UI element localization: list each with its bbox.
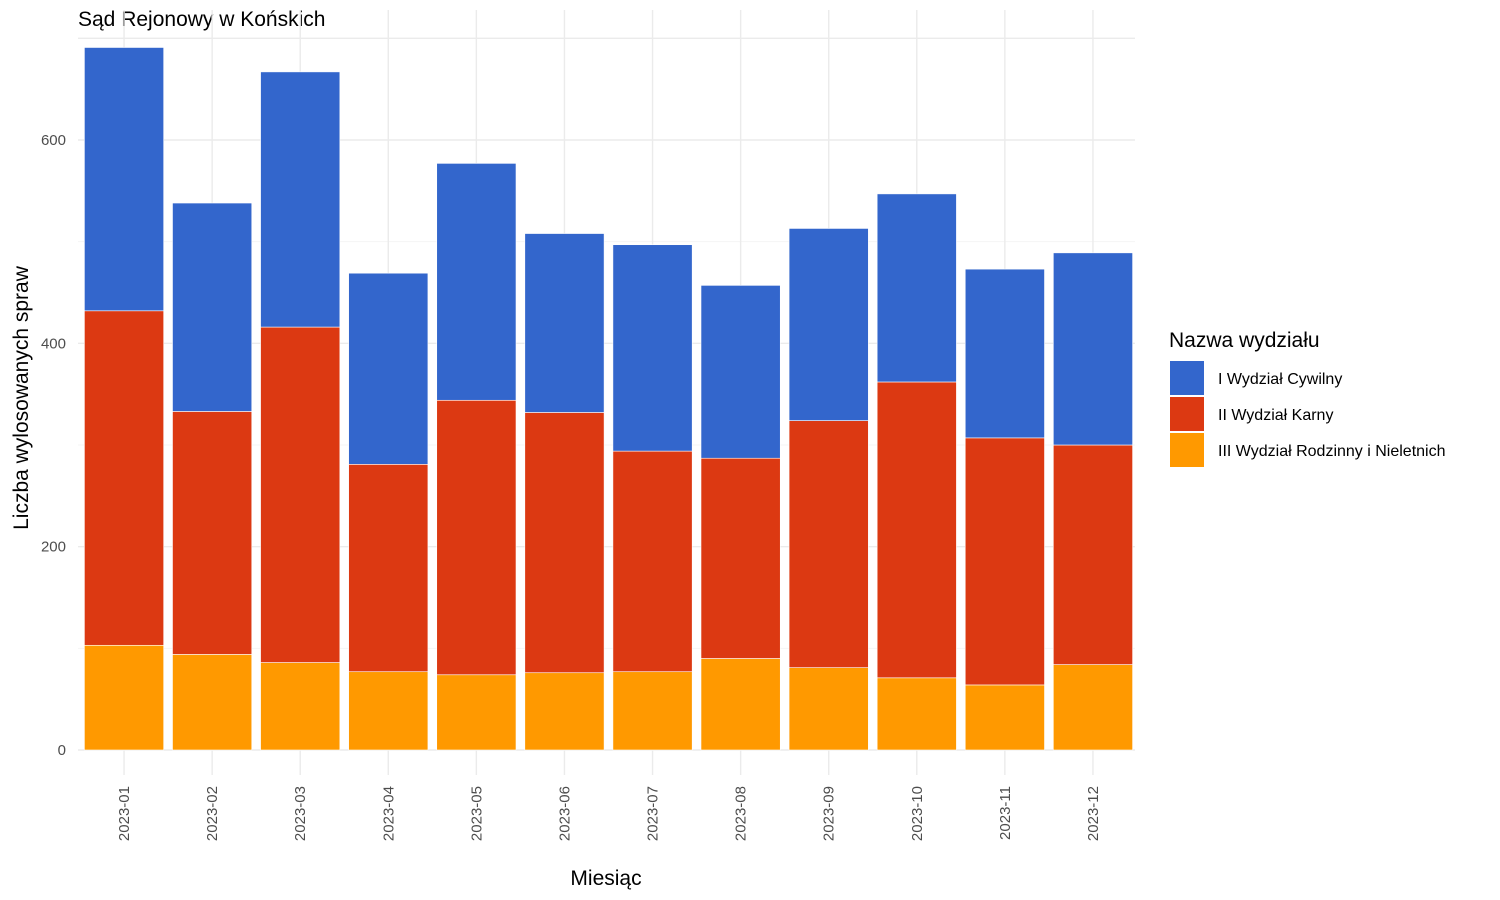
bar-segment (612, 244, 693, 452)
x-tick-label: 2023-07 (645, 786, 662, 841)
bar-segment (524, 412, 605, 674)
x-tick-label: 2023-05 (468, 786, 485, 841)
x-tick-label: 2023-08 (733, 786, 750, 841)
y-tick-label: 600 (41, 132, 66, 149)
bar-segment (84, 47, 164, 312)
legend-swatch (1170, 361, 1204, 395)
bar-segment (1053, 252, 1133, 446)
x-tick-label: 2023-03 (292, 786, 309, 841)
legend-label: III Wydział Rodzinny i Nieletnich (1218, 443, 1446, 460)
bar-segment (612, 671, 693, 751)
legend: Nazwa wydziału I Wydział Cywilny II Wydzi… (1169, 329, 1446, 467)
legend-label: I Wydział Cywilny (1218, 371, 1342, 388)
bar-segment (788, 667, 869, 751)
bar-segment (1053, 664, 1133, 751)
bar-segment (876, 677, 957, 751)
legend-swatch (1170, 397, 1204, 431)
bar-segment (436, 163, 517, 401)
x-tick-label: 2023-04 (380, 786, 397, 841)
y-tick-label: 200 (41, 539, 66, 556)
bar-segment (84, 644, 164, 751)
bar-segment (700, 658, 781, 751)
bar-segment (348, 671, 429, 751)
bar-segment (788, 420, 869, 668)
bar-segment (876, 381, 957, 679)
bar-segment (260, 71, 341, 328)
x-tick-label: 2023-10 (909, 786, 926, 841)
bar-segment (436, 399, 517, 676)
bar-segment (260, 326, 341, 663)
bar-segment (348, 464, 429, 673)
x-tick-label: 2023-11 (997, 786, 1014, 840)
x-tick-label: 2023-01 (116, 786, 133, 841)
bar-segment (1053, 444, 1133, 665)
x-tick-label: 2023-12 (1085, 786, 1102, 841)
x-tick-label: 2023-06 (556, 786, 573, 841)
bar-segment (84, 310, 164, 646)
y-axis-title: Liczba wylosowanych spraw (10, 265, 33, 530)
bar-segment (524, 672, 605, 751)
bar-segment (436, 674, 517, 751)
legend-label: II Wydział Karny (1218, 407, 1333, 424)
bar-segment (876, 193, 957, 383)
bar-segment (964, 684, 1045, 751)
x-tick-label: 2023-09 (821, 786, 838, 841)
bar-segment (700, 285, 781, 459)
bar-segment (524, 233, 605, 413)
y-tick-label: 0 (58, 742, 66, 759)
y-tick-label: 400 (41, 335, 66, 352)
bar-segment (172, 411, 253, 655)
bar-segment (348, 272, 429, 465)
bar-segment (964, 268, 1045, 439)
legend-swatch (1170, 433, 1204, 467)
x-axis-ticks: 2023-01 2023-02 2023-03 2023-04 2023-05 2023-… (116, 786, 1102, 841)
x-axis-title: Miesiąc (570, 867, 641, 890)
bar-segment (172, 202, 253, 412)
chart-title: Sąd Rejonowy w Końskich (78, 8, 325, 31)
legend-title: Nazwa wydziału (1169, 329, 1320, 352)
bar-segment (964, 437, 1045, 686)
y-axis-ticks: 0 200 400 600 (41, 132, 66, 759)
bar-segment (700, 457, 781, 659)
bar-segment (172, 654, 253, 751)
bar-segment (260, 662, 341, 751)
bars (84, 47, 1133, 751)
bar-segment (612, 450, 693, 673)
bar-segment (788, 228, 869, 421)
x-tick-label: 2023-02 (204, 786, 221, 841)
